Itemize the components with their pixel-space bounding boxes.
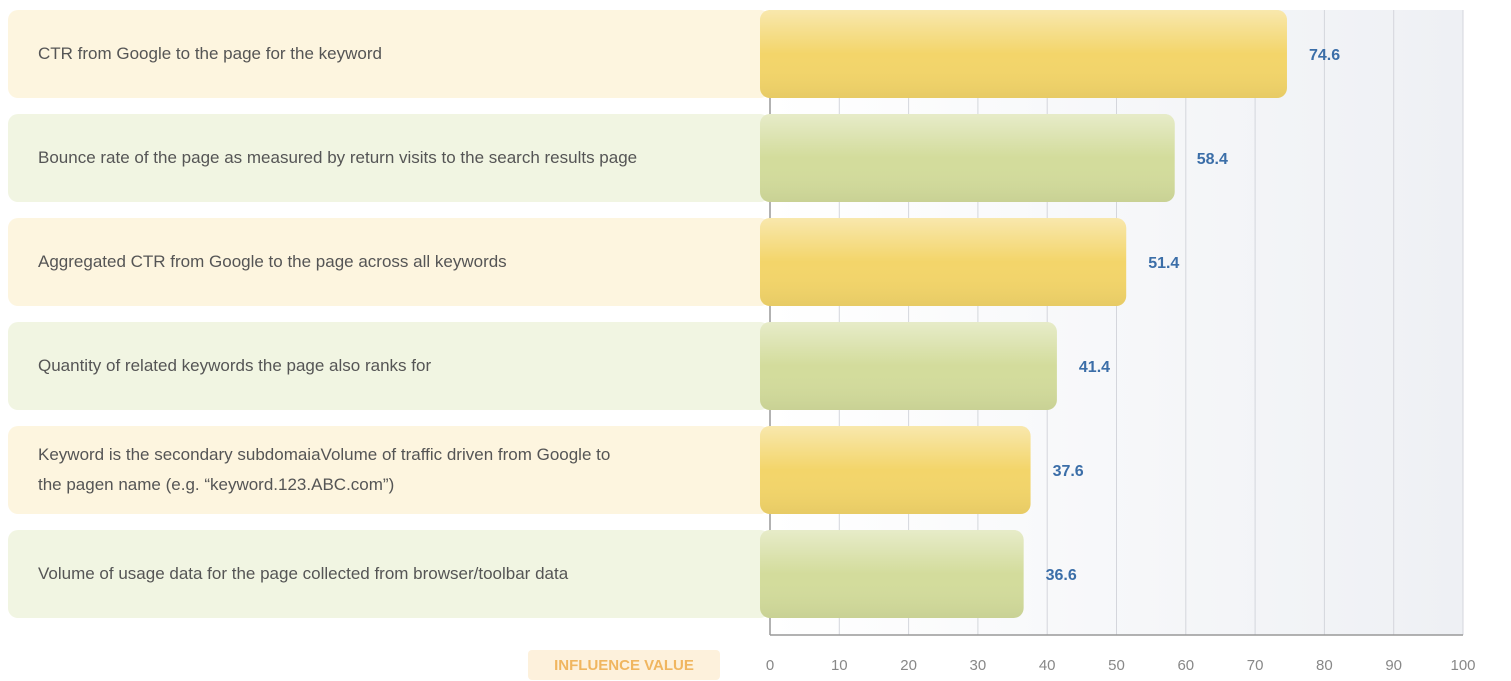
x-tick-label: 100 [1450,657,1475,674]
label-box [8,114,770,202]
label-container: CTR from Google to the page for the keyw… [38,44,382,63]
x-tick-label: 60 [1177,657,1194,674]
label-container: Quantity of related keywords the page al… [38,356,432,375]
value-label: 74.6 [1309,47,1340,64]
label-container: Keyword is the secondary subdomaiaVolume… [38,445,611,494]
value-label: 41.4 [1079,359,1110,376]
category-label: Quantity of related keywords the page al… [38,356,432,375]
x-tick-label: 80 [1316,657,1333,674]
x-axis-label: INFLUENCE VALUE [554,657,694,674]
label-box [8,322,770,410]
bar-shade [760,322,1057,410]
category-label: Aggregated CTR from Google to the page a… [38,252,507,271]
category-label: Keyword is the secondary subdomaiaVolume… [38,445,611,494]
bar-shade [760,114,1175,202]
label-container: Bounce rate of the page as measured by r… [38,148,638,167]
value-label: 37.6 [1053,463,1084,480]
category-label: Volume of usage data for the page collec… [38,564,569,583]
label-box [8,218,770,306]
value-label: 58.4 [1197,151,1228,168]
value-label: 36.6 [1046,567,1077,584]
axis-label-box [528,650,720,680]
bar-shade [760,10,1287,98]
x-tick-label: 30 [970,657,987,674]
label-box [8,10,770,98]
x-tick-label: 70 [1247,657,1264,674]
label-container: Volume of usage data for the page collec… [38,564,569,583]
x-tick-label: 10 [831,657,848,674]
category-label: Bounce rate of the page as measured by r… [38,148,638,167]
bar-shade [760,218,1127,306]
x-tick-label: 90 [1385,657,1402,674]
label-container: Aggregated CTR from Google to the page a… [38,252,507,271]
bar-shade [760,530,1024,618]
bar-shade [760,426,1031,514]
label-box [8,426,770,514]
x-tick-label: 20 [900,657,917,674]
x-tick-label: 40 [1039,657,1056,674]
x-tick-label: 0 [766,657,774,674]
x-tick-label: 50 [1108,657,1125,674]
category-label: CTR from Google to the page for the keyw… [38,44,382,63]
label-box [8,530,770,618]
value-label: 51.4 [1148,255,1179,272]
